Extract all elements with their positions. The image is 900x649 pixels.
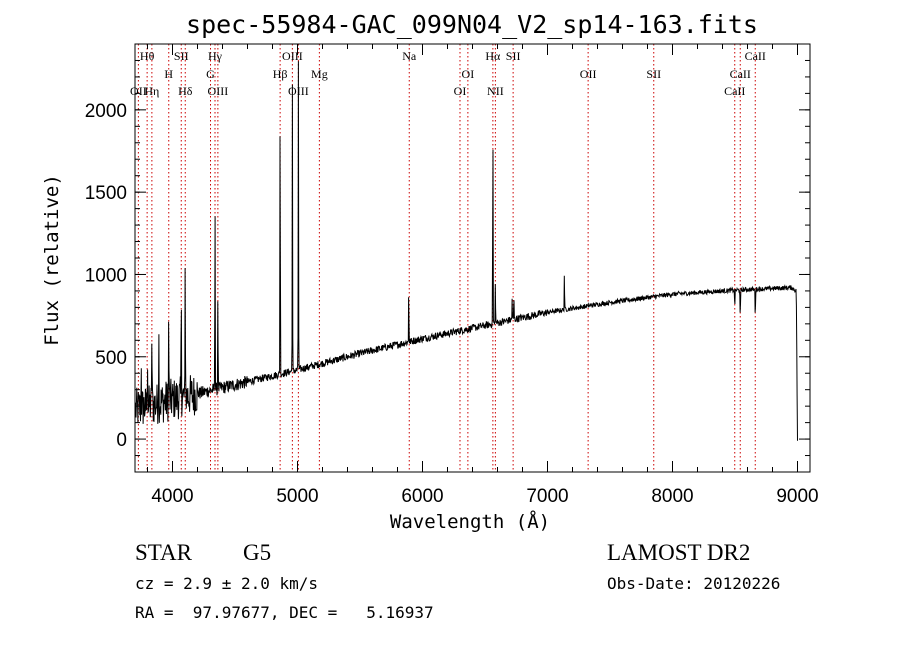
line-marker-label: Hβ [273,67,288,81]
y-tick-label: 500 [95,348,127,369]
chart-title: spec-55984-GAC_099N04_V2_sp14-163.fits [186,10,758,39]
line-marker-label: CaII [745,49,766,63]
line-marker-label: OI [454,84,467,98]
line-marker-label: Hδ [178,84,193,98]
spectral-line-markers [137,44,756,472]
line-marker-label: OIII [208,84,229,98]
plot-frame [134,43,811,473]
x-tick-label: 7000 [526,486,568,507]
line-marker-label: Hα [485,49,501,63]
x-tick-label: 6000 [401,486,443,507]
x-axis-label: Wavelength (Å) [390,510,550,533]
x-tick-label: 9000 [776,486,818,507]
line-marker-label: OII [580,67,597,81]
line-marker-label: SII [174,49,189,63]
line-marker-label: Na [402,49,417,63]
line-marker-label: SII [646,67,661,81]
redshift-velocity: cz = 2.9 ± 2.0 km/s [135,574,318,593]
line-marker-label: CaII [724,84,745,98]
spectral-line-labels: HθOIIHηHSIIHδHγGOIIIHβOIIIOIIIMgNaOIOIHα… [130,49,766,98]
line-marker-label: Hθ [140,49,155,63]
y-tick-label: 1500 [85,183,127,204]
observation-date: Obs-Date: 20120226 [607,574,780,593]
line-marker-label: Mg [311,67,328,81]
line-marker-label: NII [487,84,504,98]
x-tick-label: 8000 [651,486,693,507]
y-tick-label: 2000 [85,101,127,122]
x-tick-label: 4000 [151,486,193,507]
line-marker-label: CaII [730,67,751,81]
line-marker-label: SII [506,49,521,63]
line-marker-label: OIII [282,49,303,63]
survey-name: LAMOST DR2 [607,540,750,565]
y-tick-label: 1000 [85,265,127,286]
y-axis-label: Flux (relative) [41,174,63,346]
line-marker-label: OI [462,67,475,81]
axis-ticks: 4000 5000 6000 7000 8000 9000 0 500 1000 1500 2000 [85,43,819,507]
line-marker-label: Hη [144,84,159,98]
object-subclass: G5 [243,540,271,565]
x-tick-label: 5000 [276,486,318,507]
object-class: STAR [135,540,193,565]
line-marker-label: OII [130,84,147,98]
y-tick-label: 0 [116,430,127,451]
line-marker-label: Hγ [208,49,223,63]
line-marker-label: H [164,67,173,81]
spectrum-line [135,61,798,441]
sky-coordinates: RA = 97.97677, DEC = 5.16937 [135,603,434,622]
line-marker-label: G [206,67,215,81]
